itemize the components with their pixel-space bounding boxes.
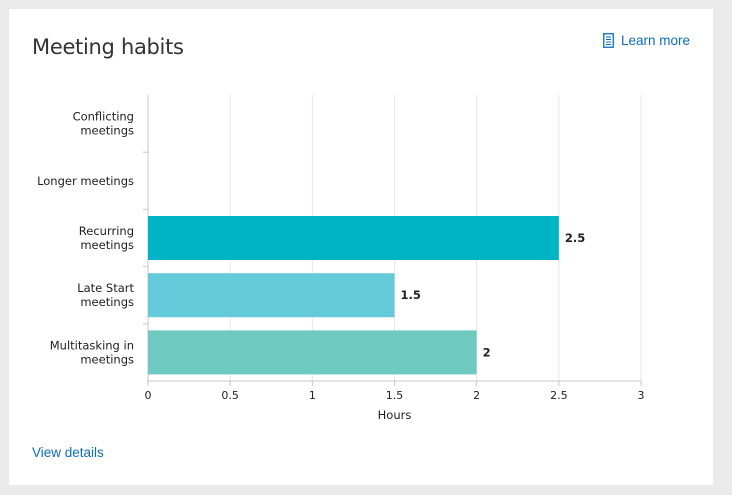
bar-value-label: 2 xyxy=(483,345,491,359)
bar xyxy=(148,216,559,260)
learn-more-label: Learn more xyxy=(620,33,690,48)
category-label-line: meetings xyxy=(80,295,134,309)
bar-value-label: 1.5 xyxy=(401,288,421,302)
bar xyxy=(148,330,477,375)
x-tick-label: 2 xyxy=(473,389,480,402)
view-details-link[interactable]: View details xyxy=(32,445,104,460)
bar-value-label: 2.5 xyxy=(565,231,585,245)
x-tick-label: 3 xyxy=(638,389,645,402)
x-tick-label: 0 xyxy=(145,389,152,402)
x-tick-label: 1.5 xyxy=(386,389,404,402)
learn-more-link[interactable]: Learn more xyxy=(603,33,690,48)
x-tick-label: 1 xyxy=(309,389,316,402)
category-label-line: Conflicting xyxy=(73,110,134,124)
x-axis-title: Hours xyxy=(378,408,412,422)
category-label-line: Multitasking in xyxy=(50,338,134,352)
x-tick-label: 2.5 xyxy=(550,389,568,402)
category-label-line: meetings xyxy=(80,124,134,138)
category-label-line: meetings xyxy=(80,352,134,366)
category-label: Longer meetings xyxy=(37,174,134,188)
meeting-habits-card: Meeting habits Learn more 0 0.5 1 1.5 2 2.5 3 C… xyxy=(9,9,713,485)
category-label: Multitasking in meetings xyxy=(50,338,134,366)
category-label: Late Start meetings xyxy=(77,281,134,309)
category-label-line: meetings xyxy=(80,238,134,252)
category-label-line: Longer meetings xyxy=(37,174,134,188)
category-label: Recurring meetings xyxy=(79,224,134,252)
document-icon xyxy=(603,33,614,48)
bar xyxy=(148,273,395,318)
x-tick-label: 0.5 xyxy=(221,389,239,402)
category-label: Conflicting meetings xyxy=(73,110,134,138)
category-label-line: Late Start xyxy=(77,281,134,295)
category-label-line: Recurring xyxy=(79,224,134,238)
card-title: Meeting habits xyxy=(32,35,184,59)
